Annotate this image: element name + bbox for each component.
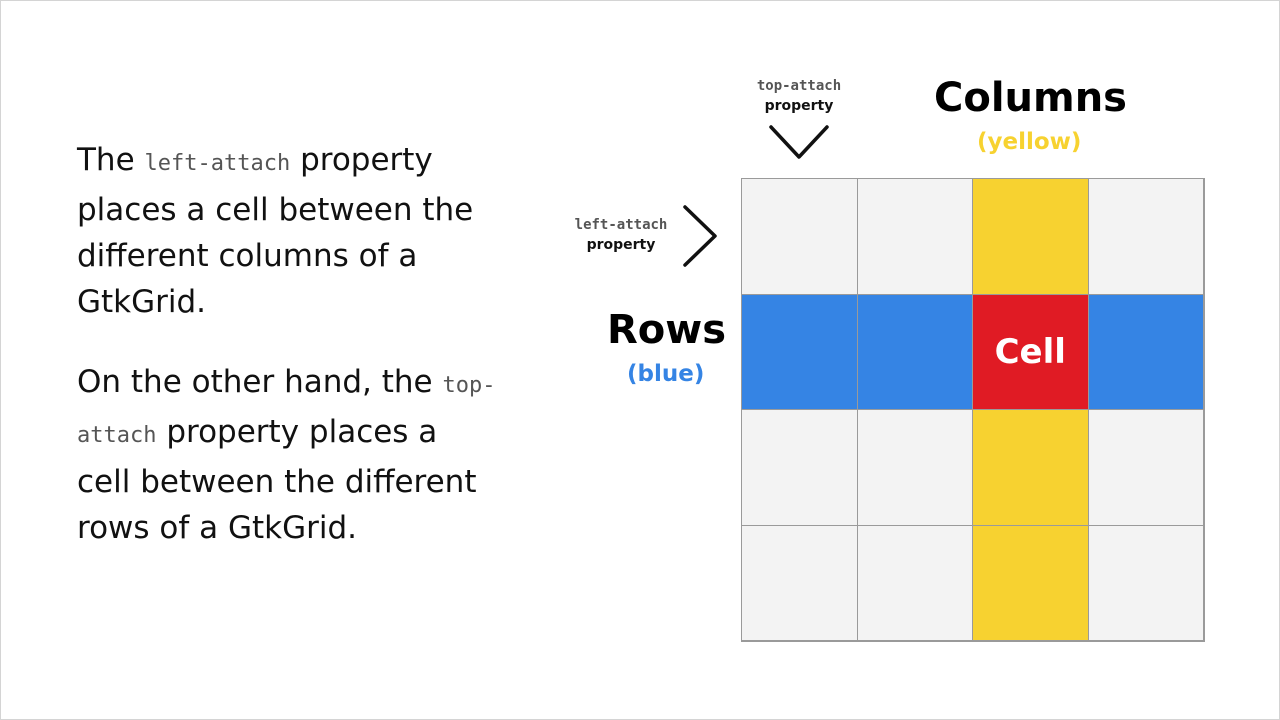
top-attach-code: top-attach [77,373,496,448]
left-attach-code: left-attach [144,151,291,176]
top-attach-annotation-word: property [764,98,834,114]
paragraph2-before: On the other hand, the [77,364,433,400]
explanation-text: The left-attach property places a cell b… [77,137,497,585]
grid-cell [1087,524,1204,641]
grid-cell [856,178,973,295]
cell-label: Cell [994,331,1066,372]
column-cell [972,524,1089,641]
grid-cell [741,409,858,526]
grid-cell [1087,178,1204,295]
rows-subtitle: (blue) [627,361,705,387]
paragraph-top-attach: On the other hand, the top-attach proper… [77,359,497,551]
left-attach-annotation-code: left-attach [574,217,668,233]
rows-title: Rows [607,307,727,353]
paragraph-left-attach: The left-attach property places a cell b… [77,137,497,325]
chevron-down-icon [769,125,829,159]
left-attach-annotation-word: property [586,237,656,253]
row-cell [1087,293,1204,410]
left-attach-annotation: left-attach property [557,215,685,255]
paragraph2-after: property places a cell between the diffe… [77,414,477,546]
chevron-right-icon [683,205,717,267]
columns-title: Columns [934,75,1127,121]
grid-cell [741,524,858,641]
paragraph1-after: property places a cell between the diffe… [77,142,474,320]
paragraph1-before: The [77,142,135,178]
columns-subtitle: (yellow) [977,129,1082,155]
column-cell [972,178,1089,295]
row-cell [856,293,973,410]
row-cell [741,293,858,410]
column-cell [972,409,1089,526]
highlighted-cell: Cell [972,293,1089,410]
grid-cell [1087,409,1204,526]
gtk-grid: Cell [741,178,1205,642]
grid-cell [856,524,973,641]
grid-cell [856,409,973,526]
grid-cell [741,178,858,295]
top-attach-annotation-code: top-attach [756,78,842,94]
top-attach-annotation: top-attach property [739,76,859,116]
